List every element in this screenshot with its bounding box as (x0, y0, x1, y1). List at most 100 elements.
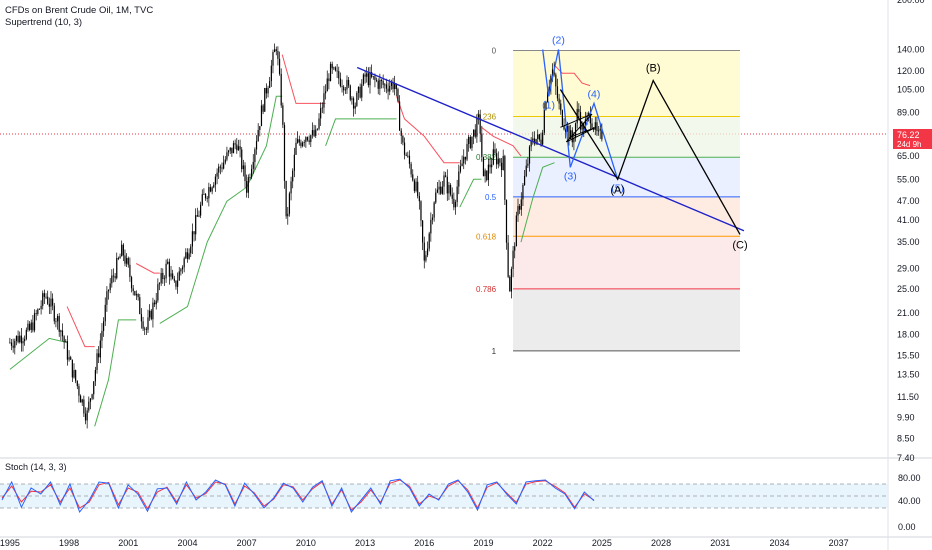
candle-body (505, 199, 508, 243)
candle-body (298, 139, 300, 143)
candle-body (349, 85, 351, 100)
candle-body (127, 258, 129, 265)
supertrend-line (281, 54, 326, 104)
candle-body (515, 215, 517, 247)
candle-body (343, 86, 345, 91)
candle-body (519, 206, 521, 210)
candle-body (269, 81, 271, 88)
candle-body (574, 123, 577, 138)
candle-body (430, 219, 432, 234)
candle-body (126, 258, 128, 264)
candle-body (458, 171, 460, 187)
candle-body (139, 297, 141, 315)
candle-body (226, 152, 228, 160)
candle-body (412, 174, 414, 181)
candle-body (249, 177, 251, 179)
candle-body (591, 123, 593, 129)
candle-body (163, 278, 166, 280)
candle-body (601, 128, 603, 140)
candle-body (440, 186, 442, 194)
candle-body (283, 124, 286, 181)
candle-body (468, 136, 470, 144)
candle-body (499, 158, 501, 163)
candle-body (278, 58, 281, 74)
candle-body (461, 163, 463, 167)
candle-body (68, 357, 70, 360)
candle-body (588, 112, 590, 116)
candle-body (405, 154, 407, 156)
time-tick-label: 2019 (473, 538, 493, 548)
candle-body (326, 78, 328, 92)
candle-body (362, 74, 365, 85)
candle-body (111, 275, 113, 284)
candle-body (144, 328, 146, 330)
supertrend-line (135, 263, 160, 274)
candle-body (313, 130, 315, 136)
candle-body (132, 288, 134, 292)
candle-body (397, 89, 399, 102)
price-tick-label: 120.00 (897, 66, 925, 76)
candle-body (476, 117, 478, 137)
fib-level-label: 0 (492, 47, 497, 56)
candle-body (571, 130, 573, 143)
supertrend-line (94, 319, 137, 427)
candle-body (413, 180, 415, 191)
candle-body (180, 269, 182, 272)
candle-body (410, 163, 412, 175)
candle-body (93, 381, 95, 395)
candle-body (301, 142, 304, 147)
candle-body (308, 140, 310, 142)
candle-body (433, 202, 435, 218)
candle-body (466, 143, 468, 160)
price-tick-label: 29.00 (897, 263, 920, 273)
candle-body (522, 184, 524, 200)
candle-body (12, 345, 14, 348)
candle-body (500, 162, 503, 170)
candle-body (328, 78, 330, 81)
candle-body (119, 256, 121, 259)
candle-body (216, 172, 218, 177)
candle-body (484, 170, 486, 177)
candle-body (566, 126, 568, 132)
price-tick-label: 13.50 (897, 369, 920, 379)
candle-body (106, 291, 108, 305)
candle-body (377, 80, 379, 89)
fibonacci-retracement: 0 0.236 0.382 0.5 0.618 0.786 1 (476, 47, 740, 356)
candle-body (551, 69, 554, 76)
candle-body (578, 109, 580, 113)
time-tick-label: 2007 (237, 538, 257, 548)
candle-body (32, 322, 34, 331)
candle-body (589, 112, 591, 124)
time-tick-label: 2034 (769, 538, 789, 548)
candle-body (555, 74, 557, 87)
candle-body (181, 267, 184, 270)
candle-body (76, 380, 78, 387)
candle-body (402, 135, 404, 143)
time-tick-label: 2013 (355, 538, 375, 548)
candle-body (116, 257, 118, 279)
price-tick-label: 140.00 (897, 45, 925, 55)
candle-body (369, 72, 371, 86)
candle-body (229, 147, 231, 151)
candle-body (354, 105, 356, 109)
price-tick-label: 200.00 (897, 0, 925, 5)
candle-body (597, 130, 600, 132)
candle-body (338, 71, 340, 79)
candle-body (150, 310, 152, 320)
candle-body (237, 146, 240, 151)
price-tick-label: 7.40 (897, 453, 915, 463)
candle-body (550, 75, 552, 87)
candle-body (272, 52, 274, 66)
candle-body (565, 129, 567, 132)
candle-body (438, 186, 440, 190)
candle-body (334, 67, 337, 71)
candle-body (287, 213, 289, 217)
candle-body (399, 101, 401, 131)
candle-body (491, 164, 493, 168)
candle-body (288, 193, 291, 214)
elliott-wave-black (559, 78, 741, 235)
candle-body (42, 293, 44, 306)
candle-body (436, 189, 439, 193)
candle-body (339, 78, 341, 87)
